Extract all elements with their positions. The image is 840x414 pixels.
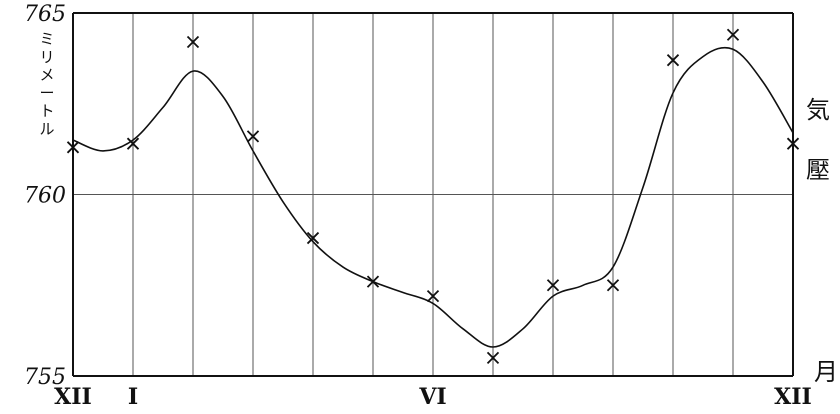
y-tick-label-755: 755 <box>24 365 66 390</box>
x-tick-labels: XII I VI XII <box>54 384 812 410</box>
data-point-3 <box>246 130 260 143</box>
smoothed-pressure-curve <box>72 46 794 348</box>
data-point-0 <box>66 141 80 154</box>
x-tick-label-3: XII <box>774 384 812 410</box>
observed-points-layer <box>66 28 800 364</box>
y-axis-label: 気壓 <box>806 96 830 184</box>
y-tick-label-765: 765 <box>24 2 66 27</box>
x-axis-label-text: 月 <box>814 358 838 386</box>
data-point-5 <box>366 275 380 288</box>
data-point-11 <box>726 28 740 41</box>
y-unit-label: ミリメートル <box>39 30 54 138</box>
data-point-2 <box>186 35 200 49</box>
x-tick-label-0: XII <box>54 384 92 410</box>
data-point-8 <box>546 279 560 292</box>
y-tick-labels: 765 760 755 <box>24 2 66 390</box>
data-point-9 <box>606 279 620 292</box>
axes <box>72 12 794 377</box>
data-point-4 <box>306 231 320 245</box>
y-unit-text: ミリメートル <box>39 30 54 138</box>
data-point-10 <box>666 54 680 67</box>
grid-lines <box>72 13 794 376</box>
data-point-7 <box>486 351 500 364</box>
smoothed-curve-layer <box>72 46 794 348</box>
x-axis-label: 月 <box>814 358 838 386</box>
data-point-1 <box>126 137 140 150</box>
x-tick-label-2: VI <box>418 384 446 410</box>
data-point-6 <box>426 290 440 303</box>
x-tick-label-1: I <box>128 384 138 410</box>
y-axis-label-text: 気壓 <box>806 96 830 184</box>
y-tick-label-760: 760 <box>24 184 66 209</box>
data-point-12 <box>786 137 800 150</box>
